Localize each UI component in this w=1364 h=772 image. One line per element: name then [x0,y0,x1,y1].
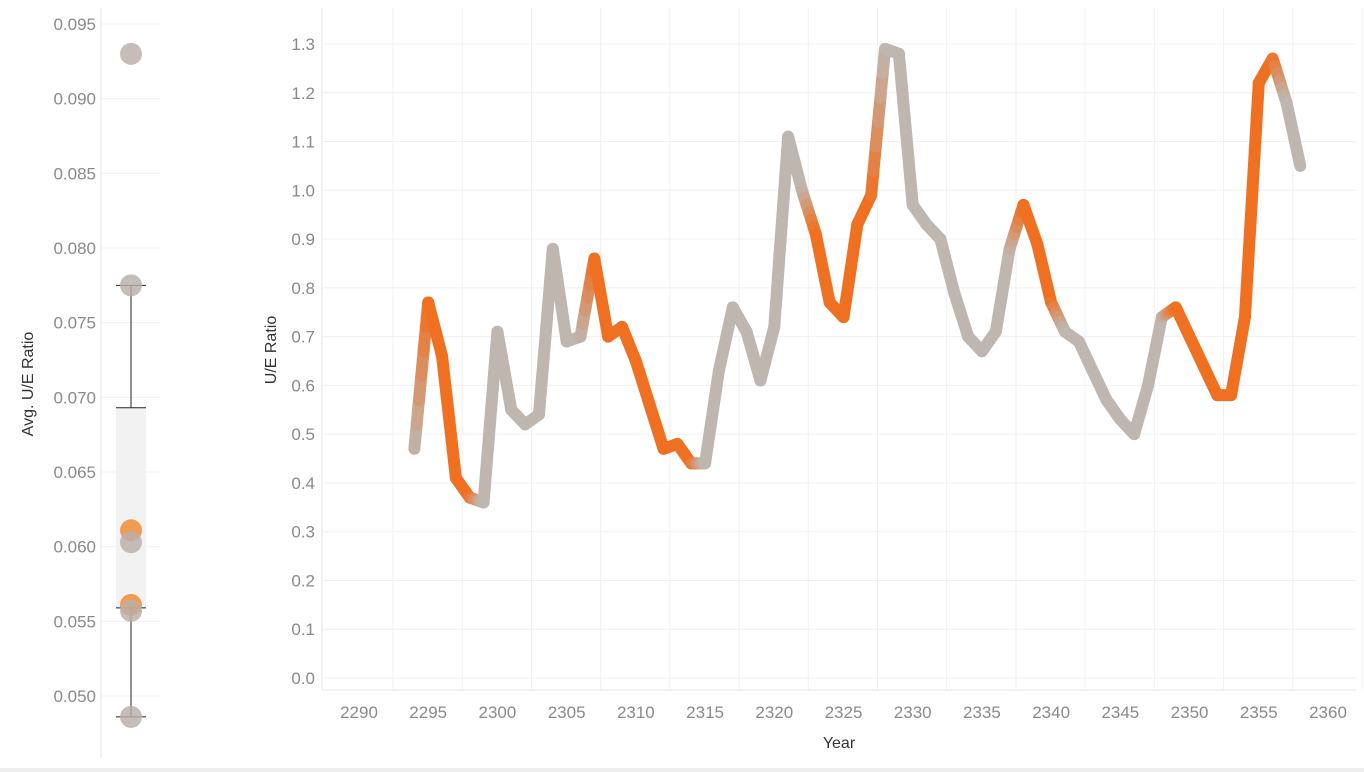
line-chart-y-tick-label: 0.4 [291,474,315,493]
line-chart-segment[interactable] [948,286,975,343]
box-plot-y-tick-label: 0.070 [53,388,96,407]
box-plot-point[interactable] [120,705,142,728]
line-chart-y-tick-label: 0.0 [291,669,315,688]
line-chart-x-tick-label: 2310 [617,703,655,722]
line-chart-x-tick-label: 2295 [409,703,447,722]
line-chart-segment[interactable] [422,296,449,363]
line-chart-y-tick-label: 0.1 [291,620,315,639]
line-chart-segment[interactable] [699,364,725,470]
line-chart-segment[interactable] [809,228,836,309]
line-chart-y-tick-label: 1.0 [291,181,315,200]
line-chart-y-tick-label: 1.3 [291,35,315,54]
line-chart-y-axis-title: U/E Ratio [263,316,280,385]
box-plot-y-tick-label: 0.090 [53,90,96,109]
line-chart-x-tick-label: 2360 [1309,703,1347,722]
line-chart-x-tick-label: 2325 [825,703,863,722]
line-chart-segment[interactable] [1031,237,1058,309]
line-chart-y-tick-label: 0.6 [291,376,315,395]
box-plot-y-tick-label: 0.060 [53,538,96,557]
line-chart-segment[interactable] [629,355,656,411]
line-chart-x-tick-label: 2355 [1240,703,1278,722]
line-chart-segment[interactable] [1017,198,1044,250]
line-chart-x-tick-labels: 2290 2295 2300 2305 2310 2315 2320 2325 2330 2335… [340,703,1347,722]
line-chart-segment[interactable] [1238,77,1265,324]
box-plot-point[interactable] [120,42,142,65]
line-chart-segment[interactable] [588,252,615,343]
line-chart-segment[interactable] [934,233,961,299]
box-plot-y-tick-label: 0.065 [53,463,96,482]
box-plot-y-tick-label: 0.075 [53,314,96,333]
line-chart-y-tick-label: 0.3 [291,523,315,542]
line-chart-segment[interactable] [1280,96,1307,172]
line-chart-y-tick-label: 0.8 [291,279,315,298]
box-plot-panel: 0.050 0.055 0.060 0.065 0.070 0.075 0.080 0.085… [20,8,160,758]
line-chart-x-tick-label: 2350 [1171,703,1209,722]
line-chart-y-tick-label: 0.9 [291,230,315,249]
line-chart-segment[interactable] [546,242,573,348]
box-plot-y-tick-label: 0.085 [53,164,96,183]
box-plot-y-tick-label: 0.095 [53,15,96,34]
line-chart-segment[interactable] [1142,311,1168,392]
line-chart-segment[interactable] [532,242,559,421]
box-plot-box [116,284,146,718]
line-chart-x-tick-label: 2340 [1032,703,1070,722]
line-chart-segment[interactable] [616,320,642,367]
line-chart-y-tick-label: 0.7 [291,328,315,347]
bottom-scroll-strip [0,768,1364,772]
line-chart-gridlines [322,8,1363,690]
line-chart-x-tick-label: 2305 [548,703,586,722]
line-chart-segment[interactable] [643,398,670,455]
box-plot-point[interactable] [120,274,142,297]
line-chart-panel: 0.0 0.1 0.2 0.3 0.4 0.5 0.6 0.7 0.8 0.9 1.0 1.1 1.2 1… [263,8,1363,752]
line-chart-y-tick-label: 0.5 [291,425,315,444]
line-chart-segment[interactable] [1128,379,1155,441]
box-plot-point[interactable] [120,599,142,622]
line-chart-segment[interactable] [491,325,518,416]
line-chart-segment[interactable] [768,130,795,333]
box-plot-y-axis-title: Avg. U/E Ratio [20,332,37,437]
line-chart-y-tick-label: 0.2 [291,571,315,590]
line-chart-series [408,42,1307,509]
line-chart-x-tick-label: 2320 [755,703,793,722]
line-chart-x-axis-title: Year [823,735,856,752]
box-plot-y-tick-label: 0.050 [53,687,96,706]
line-chart-segment[interactable] [892,47,919,211]
line-chart-segment[interactable] [436,350,462,485]
line-chart-x-tick-label: 2345 [1101,703,1139,722]
line-chart-segment[interactable] [754,320,781,387]
box-plot-iqr-box [116,407,146,608]
line-chart-segment[interactable] [989,242,1016,338]
line-chart-y-tick-label: 1.2 [291,84,315,103]
line-chart-segment[interactable] [782,130,808,197]
box-plot-y-tick-label: 0.055 [53,612,96,631]
line-chart-x-tick-label: 2335 [963,703,1001,722]
box-plot-y-tick-label: 0.080 [53,239,96,258]
line-chart-x-tick-label: 2300 [479,703,517,722]
line-chart-segment[interactable] [1225,311,1251,402]
line-chart-x-tick-label: 2330 [894,703,932,722]
box-plot-point[interactable] [120,531,142,554]
line-chart-segment[interactable] [712,301,739,377]
box-plot-points [120,42,142,728]
box-plot-y-tick-labels: 0.050 0.055 0.060 0.065 0.070 0.075 0.080 0.085… [53,15,96,706]
line-chart-y-tick-labels: 0.0 0.1 0.2 0.3 0.4 0.5 0.6 0.7 0.8 0.9 1.0 1.1 1.2 1… [291,35,315,688]
line-chart-y-tick-label: 1.1 [291,133,315,152]
line-chart-segment[interactable] [837,218,864,324]
line-chart-x-tick-label: 2290 [340,703,378,722]
line-chart-x-tick-label: 2315 [686,703,724,722]
line-chart-segment[interactable] [477,325,504,509]
